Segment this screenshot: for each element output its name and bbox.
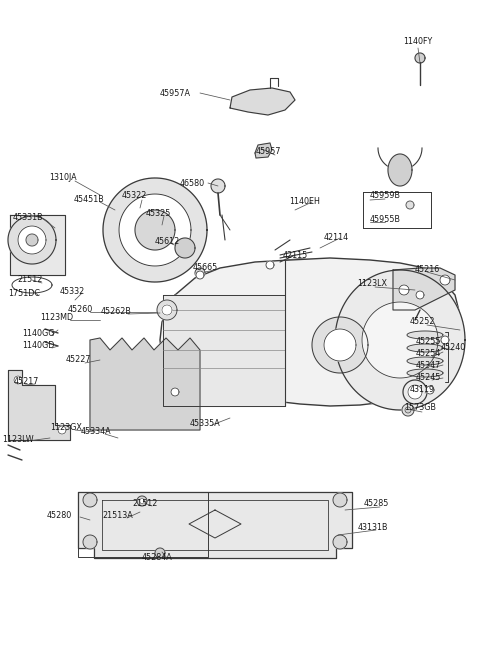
Polygon shape — [195, 268, 205, 278]
Polygon shape — [324, 329, 356, 361]
Text: 45254: 45254 — [415, 350, 441, 358]
Polygon shape — [83, 535, 97, 549]
Polygon shape — [230, 88, 295, 115]
Polygon shape — [162, 305, 172, 315]
Polygon shape — [140, 498, 144, 504]
Polygon shape — [196, 271, 204, 279]
Text: 21513A: 21513A — [103, 512, 133, 521]
Polygon shape — [18, 226, 46, 254]
Text: 1123LX: 1123LX — [357, 280, 387, 288]
Polygon shape — [266, 261, 274, 269]
Text: 42114: 42114 — [324, 233, 348, 242]
Text: 45957A: 45957A — [159, 88, 191, 98]
Polygon shape — [157, 300, 177, 320]
Polygon shape — [416, 291, 424, 299]
Text: 1310JA: 1310JA — [49, 174, 77, 183]
Text: 46580: 46580 — [180, 179, 204, 187]
Polygon shape — [137, 496, 147, 506]
Text: 45322: 45322 — [121, 191, 147, 200]
Text: 45284A: 45284A — [142, 553, 172, 563]
Text: 1573GB: 1573GB — [404, 403, 436, 413]
Polygon shape — [119, 194, 191, 266]
Text: 45245: 45245 — [415, 373, 441, 383]
Text: 21512: 21512 — [17, 276, 43, 284]
Polygon shape — [415, 53, 425, 63]
Text: 45957: 45957 — [255, 147, 281, 157]
Polygon shape — [405, 407, 411, 413]
Polygon shape — [175, 238, 195, 258]
Text: 1751DC: 1751DC — [8, 288, 40, 297]
Text: 21512: 21512 — [132, 500, 158, 508]
Polygon shape — [103, 178, 207, 282]
Polygon shape — [135, 210, 175, 250]
Polygon shape — [211, 179, 225, 193]
Text: 1123GX: 1123GX — [50, 422, 82, 432]
Polygon shape — [333, 535, 347, 549]
Text: 45227: 45227 — [65, 356, 91, 364]
Polygon shape — [333, 493, 347, 507]
Polygon shape — [8, 216, 56, 264]
Polygon shape — [78, 492, 352, 558]
Text: 45334A: 45334A — [81, 428, 111, 436]
Text: 1140EH: 1140EH — [289, 198, 321, 206]
Text: 45285: 45285 — [363, 500, 389, 508]
Text: 45332: 45332 — [60, 286, 84, 295]
Text: 45959B: 45959B — [370, 191, 400, 200]
Text: 1140GG: 1140GG — [22, 329, 54, 337]
Text: 45262B: 45262B — [101, 307, 132, 316]
Polygon shape — [171, 388, 179, 396]
Text: 1140FY: 1140FY — [403, 37, 432, 47]
Text: 42115: 42115 — [282, 252, 308, 261]
Polygon shape — [312, 317, 368, 373]
Polygon shape — [163, 295, 285, 406]
Text: 45255: 45255 — [415, 337, 441, 346]
Text: 45665: 45665 — [192, 263, 217, 272]
Polygon shape — [406, 201, 414, 209]
Polygon shape — [10, 215, 65, 275]
Text: 1123LW: 1123LW — [2, 436, 34, 445]
Text: 1140GD: 1140GD — [22, 341, 54, 350]
Polygon shape — [155, 548, 165, 558]
Text: 45451B: 45451B — [73, 195, 104, 204]
Polygon shape — [393, 268, 455, 310]
Text: 45216: 45216 — [414, 265, 440, 274]
Polygon shape — [426, 386, 434, 394]
Text: 45955B: 45955B — [370, 214, 400, 223]
Polygon shape — [14, 376, 22, 384]
Text: 1123MD: 1123MD — [40, 314, 73, 322]
Polygon shape — [408, 385, 422, 399]
Polygon shape — [407, 369, 443, 377]
Polygon shape — [83, 493, 97, 507]
Polygon shape — [255, 143, 272, 158]
Polygon shape — [90, 338, 200, 430]
Text: 45280: 45280 — [47, 510, 72, 519]
Text: 45325: 45325 — [145, 210, 171, 219]
Polygon shape — [362, 302, 438, 378]
Polygon shape — [160, 258, 460, 406]
Polygon shape — [335, 270, 465, 410]
Polygon shape — [388, 154, 412, 186]
Polygon shape — [441, 336, 449, 344]
Text: 43131B: 43131B — [358, 523, 388, 533]
Polygon shape — [402, 404, 414, 416]
Text: 45252: 45252 — [409, 318, 435, 326]
Text: 45240: 45240 — [440, 343, 466, 352]
Polygon shape — [407, 357, 443, 365]
Text: 45217: 45217 — [13, 377, 39, 386]
Text: 45335A: 45335A — [190, 419, 220, 428]
Text: 45331B: 45331B — [12, 212, 43, 221]
Text: 43119: 43119 — [409, 386, 434, 394]
Text: 45612: 45612 — [155, 236, 180, 246]
Text: 45347: 45347 — [415, 362, 441, 371]
Polygon shape — [407, 331, 443, 339]
Polygon shape — [440, 275, 450, 285]
Polygon shape — [407, 344, 443, 352]
Text: 45260: 45260 — [67, 305, 93, 314]
Polygon shape — [58, 426, 66, 434]
Polygon shape — [399, 285, 409, 295]
Polygon shape — [8, 370, 70, 440]
Polygon shape — [26, 234, 38, 246]
